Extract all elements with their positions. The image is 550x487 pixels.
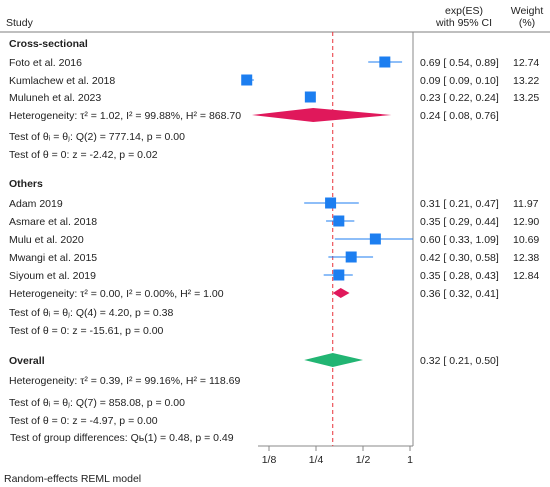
study-label: Adam 2019: [9, 198, 63, 210]
subgroup-summary-diamond: [332, 288, 350, 298]
subgroup-test: Test of θ = 0: z = -15.61, p = 0.00: [9, 325, 164, 337]
overall-summary-diamond: [304, 353, 363, 367]
study-weight: 12.90: [513, 216, 539, 228]
study-label: Foto et al. 2016: [9, 57, 82, 69]
overall-ci-text: 0.32 [ 0.21, 0.50]: [420, 355, 499, 367]
overall-test: Test of θᵢ = θⱼ: Q(7) = 858.08, p = 0.00: [9, 397, 185, 409]
study-point-marker: [379, 56, 391, 68]
group-title: Cross-sectional: [9, 38, 88, 50]
subgroup-heterogeneity: Heterogeneity: τ² = 1.02, I² = 99.88%, H…: [9, 110, 241, 122]
study-label: Mwangi et al. 2015: [9, 252, 97, 264]
subgroup-test: Test of θᵢ = θⱼ: Q(2) = 777.14, p = 0.00: [9, 131, 185, 143]
study-point-marker: [333, 269, 345, 281]
overall-title: Overall: [9, 355, 45, 367]
study-ci-text: 0.35 [ 0.28, 0.43]: [420, 270, 499, 282]
x-tick-label: 1/8: [262, 454, 277, 466]
overall-heterogeneity: Heterogeneity: τ² = 0.39, I² = 99.16%, H…: [9, 375, 240, 387]
x-tick-label: 1/2: [356, 454, 371, 466]
study-label: Siyoum et al. 2019: [9, 270, 96, 282]
x-axis-ticks: 1/8 1/4 1/2 1: [262, 446, 413, 466]
header-es-line1: exp(ES): [445, 5, 483, 17]
header-study: Study: [6, 17, 34, 29]
group-title: Others: [9, 178, 43, 190]
study-weight: 11.97: [513, 198, 539, 210]
study-weight: 13.25: [513, 92, 539, 104]
study-ci-text: 0.60 [ 0.33, 1.09]: [420, 234, 499, 246]
study-label: Asmare et al. 2018: [9, 216, 97, 228]
footnote: Random-effects REML model: [4, 473, 141, 485]
study-point-marker: [345, 251, 357, 263]
study-label: Muluneh et al. 2023: [9, 92, 101, 104]
study-ci-text: 0.35 [ 0.29, 0.44]: [420, 216, 499, 228]
header-es-line2: with 95% CI: [435, 17, 492, 29]
group-difference-test: Test of group differences: Qь(1) = 0.48,…: [10, 432, 234, 444]
subgroup-ci-text: 0.24 [ 0.08, 0.76]: [420, 110, 499, 122]
study-weight: 12.74: [513, 57, 539, 69]
study-ci-text: 0.42 [ 0.30, 0.58]: [420, 252, 499, 264]
subgroup-heterogeneity: Heterogeneity: τ² = 0.00, I² = 0.00%, H²…: [9, 288, 224, 300]
study-ci-text: 0.69 [ 0.54, 0.89]: [420, 57, 499, 69]
forest-rows: Cross-sectional Foto et al. 2016 0.69 [ 0.…: [9, 38, 539, 427]
x-tick-label: 1/4: [309, 454, 324, 466]
study-weight: 10.69: [513, 234, 539, 246]
subgroup-ci-text: 0.36 [ 0.32, 0.41]: [420, 288, 499, 300]
study-ci-text: 0.09 [ 0.09, 0.10]: [420, 75, 499, 87]
subgroup-test: Test of θᵢ = θⱼ: Q(4) = 4.20, p = 0.38: [9, 307, 173, 319]
study-point-marker: [333, 215, 345, 227]
overall-test: Test of θ = 0: z = -4.97, p = 0.00: [9, 415, 158, 427]
x-tick-label: 1: [407, 454, 413, 466]
subgroup-summary-diamond: [252, 108, 392, 122]
study-point-marker: [325, 197, 337, 209]
study-point-marker: [369, 233, 381, 245]
study-point-marker: [241, 74, 253, 86]
study-weight: 12.84: [513, 270, 539, 282]
study-weight: 12.38: [513, 252, 539, 264]
study-weight: 13.22: [513, 75, 539, 87]
study-ci-text: 0.23 [ 0.22, 0.24]: [420, 92, 499, 104]
header-weight-line1: Weight: [511, 5, 544, 17]
subgroup-test: Test of θ = 0: z = -2.42, p = 0.02: [9, 149, 158, 161]
header-weight-line2: (%): [519, 17, 535, 29]
study-label: Kumlachew et al. 2018: [9, 75, 115, 87]
study-point-marker: [304, 91, 316, 103]
study-ci-text: 0.31 [ 0.21, 0.47]: [420, 198, 499, 210]
study-label: Mulu et al. 2020: [9, 234, 84, 246]
